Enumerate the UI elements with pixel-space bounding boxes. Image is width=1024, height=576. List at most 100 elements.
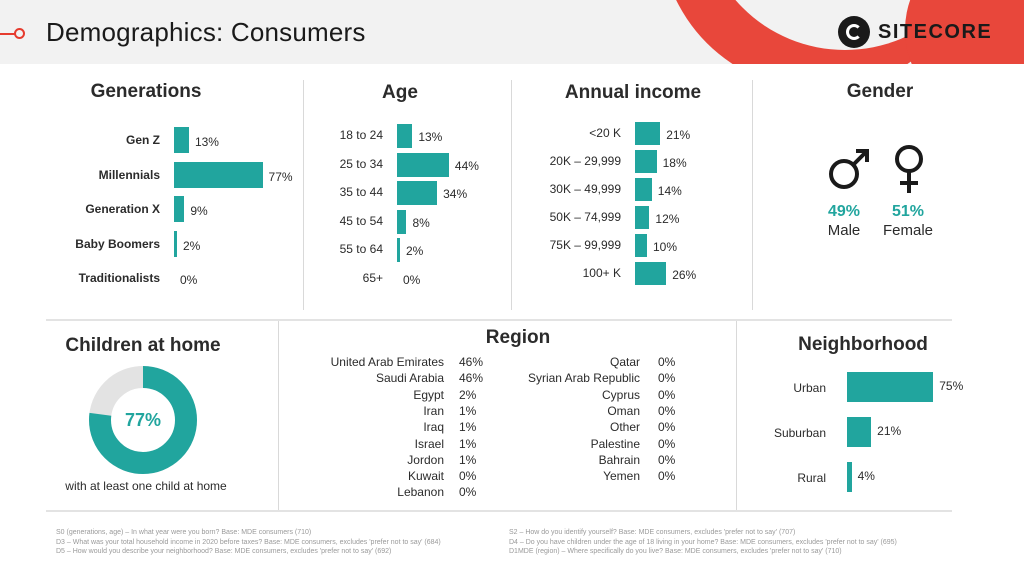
sitecore-logo-icon: [838, 16, 870, 48]
region-name: Egypt: [264, 388, 444, 402]
region-name: Iraq: [264, 420, 444, 434]
income-label: 20K – 29,999: [516, 154, 621, 168]
generations-value-label: 9%: [190, 204, 207, 218]
logo-text: SITECORE: [878, 21, 992, 44]
footnotes-right: S2 – How do you identify yourself? Base:…: [509, 528, 897, 557]
children-caption: with at least one child at home: [46, 479, 246, 493]
generations-label: Traditionalists: [46, 271, 160, 285]
footnote: D4 – Do you have children under the age …: [509, 538, 897, 548]
age-bar: [397, 124, 412, 148]
age-value-label: 0%: [403, 273, 420, 287]
footnote: D3 – What was your total household incom…: [56, 538, 441, 548]
income-value-label: 10%: [653, 240, 677, 254]
divider: [511, 80, 512, 310]
male-symbol-icon: [826, 146, 874, 192]
region-name: Iran: [264, 404, 444, 418]
neighborhood-bar: [847, 417, 871, 447]
region-value: 0%: [658, 437, 675, 451]
region-value: 0%: [658, 404, 675, 418]
income-bar: [635, 178, 652, 201]
neighborhood-label: Rural: [746, 471, 826, 485]
footnote: D1MDE (region) – Where specifically do y…: [509, 547, 897, 557]
income-label: <20 K: [516, 126, 621, 140]
children-percent: 77%: [113, 410, 173, 431]
age-value-label: 34%: [443, 187, 467, 201]
age-bar: [397, 181, 437, 205]
income-label: 30K – 49,999: [516, 182, 621, 196]
generations-bar: [174, 196, 184, 222]
income-title: Annual income: [543, 82, 723, 104]
age-bar: [397, 210, 406, 234]
generations-label: Millennials: [46, 168, 160, 182]
neighborhood-value-label: 4%: [858, 469, 875, 483]
generations-bar: [174, 162, 263, 188]
region-name: Other: [460, 420, 640, 434]
region-name: Syrian Arab Republic: [460, 371, 640, 385]
generations-value-label: 13%: [195, 135, 219, 149]
female-label: Female: [874, 222, 942, 239]
age-value-label: 8%: [412, 216, 429, 230]
age-value-label: 44%: [455, 159, 479, 173]
income-label: 75K – 99,999: [516, 238, 621, 252]
generations-value-label: 77%: [269, 170, 293, 184]
income-label: 100+ K: [516, 266, 621, 280]
age-value-label: 13%: [418, 130, 442, 144]
footnote: S2 – How do you identify yourself? Base:…: [509, 528, 897, 538]
title-accent-dot: [14, 28, 25, 39]
region-name: Oman: [460, 404, 640, 418]
age-label: 65+: [320, 271, 383, 285]
income-bar: [635, 206, 649, 229]
age-label: 45 to 54: [320, 214, 383, 228]
income-bar: [635, 122, 660, 145]
footnote: D5 – How would you describe your neighbo…: [56, 547, 441, 557]
region-name: Cyprus: [460, 388, 640, 402]
region-name: Israel: [264, 437, 444, 451]
generations-label: Generation X: [46, 202, 160, 216]
gender-title: Gender: [800, 81, 960, 103]
divider: [46, 510, 952, 512]
age-label: 55 to 64: [320, 242, 383, 256]
region-name: Qatar: [460, 355, 640, 369]
income-value-label: 14%: [658, 184, 682, 198]
page-title: Demographics: Consumers: [46, 17, 366, 48]
region-name: Kuwait: [264, 469, 444, 483]
neighborhood-bar: [847, 372, 933, 402]
neighborhood-title: Neighborhood: [778, 334, 948, 356]
region-value: 0%: [658, 420, 675, 434]
footnotes-left: S0 (generations, age) – In what year wer…: [56, 528, 441, 557]
female-percent: 51%: [874, 203, 942, 221]
region-name: Jordon: [264, 453, 444, 467]
generations-value-label: 0%: [180, 273, 197, 287]
income-value-label: 18%: [663, 156, 687, 170]
income-value-label: 12%: [655, 212, 679, 226]
generations-label: Gen Z: [46, 133, 160, 147]
region-value: 0%: [658, 469, 675, 483]
neighborhood-label: Suburban: [746, 426, 826, 440]
region-name: Palestine: [460, 437, 640, 451]
divider: [736, 321, 737, 511]
region-name: Yemen: [460, 469, 640, 483]
region-name: United Arab Emirates: [264, 355, 444, 369]
region-value: 0%: [459, 485, 476, 499]
neighborhood-label: Urban: [746, 381, 826, 395]
age-title: Age: [330, 82, 470, 104]
generations-title: Generations: [46, 81, 246, 103]
region-value: 0%: [658, 453, 675, 467]
sitecore-logo: SITECORE: [838, 16, 1008, 50]
female-symbol-icon: [891, 143, 927, 195]
generations-label: Baby Boomers: [46, 237, 160, 251]
generations-value-label: 2%: [183, 239, 200, 253]
region-value: 0%: [658, 355, 675, 369]
male-label: Male: [814, 222, 874, 239]
region-value: 0%: [658, 388, 675, 402]
neighborhood-bar: [847, 462, 852, 492]
income-value-label: 21%: [666, 128, 690, 142]
header-bar: Demographics: Consumers SITECORE: [0, 0, 1024, 64]
income-bar: [635, 150, 657, 173]
income-bar: [635, 262, 666, 285]
region-value: 0%: [658, 371, 675, 385]
region-name: Saudi Arabia: [264, 371, 444, 385]
age-label: 18 to 24: [320, 128, 383, 142]
children-title: Children at home: [46, 335, 240, 357]
age-bar: [397, 238, 400, 262]
